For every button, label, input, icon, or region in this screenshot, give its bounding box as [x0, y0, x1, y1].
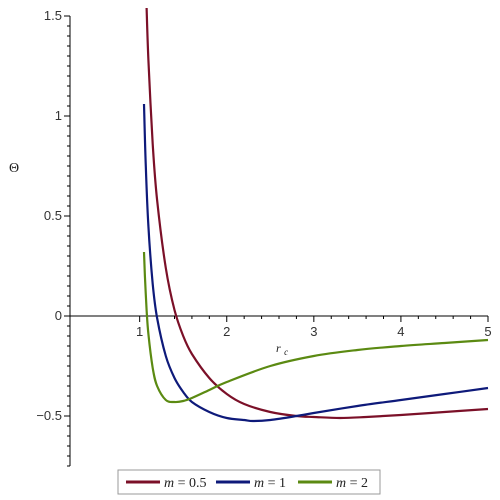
legend-label-1: m = 0.5: [164, 476, 207, 491]
y-tick-label: 1: [55, 108, 62, 123]
y-axis-label: Θ: [9, 161, 19, 176]
x-tick-label: 2: [223, 324, 230, 339]
legend-label-3: m = 2: [336, 476, 368, 491]
ticks: 1 2 3 4 5 1.5 1 0.5 0 −0.5: [36, 8, 492, 467]
x-axis-label-main: r: [276, 341, 281, 355]
x-tick-label: 4: [397, 324, 404, 339]
y-tick-label: 0.5: [44, 208, 62, 223]
y-tick-label: −0.5: [36, 408, 62, 423]
series-group: [142, 7, 489, 423]
axes: [69, 16, 488, 466]
x-axis-label: r c: [276, 341, 288, 357]
x-tick-label: 1: [136, 324, 143, 339]
series-line-1: [145, 7, 489, 420]
legend-label-2: m = 1: [254, 476, 286, 491]
y-tick-label: 1.5: [44, 8, 62, 23]
x-axis-label-sub: c: [284, 347, 288, 357]
series-line-3: [142, 251, 489, 404]
legend: m = 0.5 m = 1 m = 2: [117, 469, 381, 495]
y-tick-label: 0: [55, 308, 62, 323]
series-line-2: [142, 103, 489, 423]
x-tick-label: 5: [484, 324, 491, 339]
x-tick-label: 3: [310, 324, 317, 339]
